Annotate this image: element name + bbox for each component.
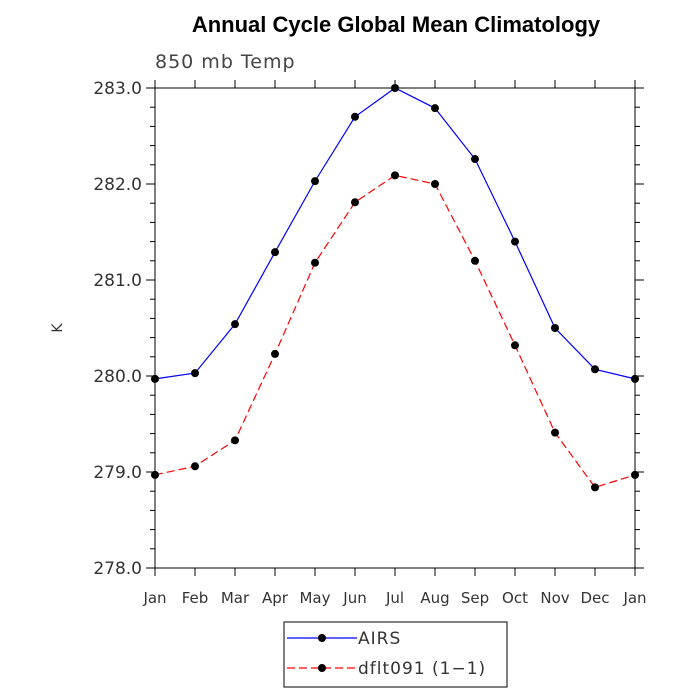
data-point [511,341,519,350]
data-point [191,462,199,471]
data-point [191,369,199,378]
x-tick-label: Jul [385,589,404,607]
x-tick-label: Feb [182,589,209,607]
y-tick-label: 278.0 [93,559,142,579]
y-tick-label: 282.0 [93,175,142,195]
y-tick-label: 283.0 [93,79,142,99]
y-tick-label: 281.0 [93,271,142,291]
data-point [231,320,239,329]
x-tick-label: Jan [622,589,646,607]
data-point [231,436,239,445]
axis-ticks [146,80,644,576]
x-tick-label: Dec [580,589,609,607]
data-point [471,256,479,265]
plot-frame [154,87,636,569]
data-point [351,112,359,121]
data-point [271,248,279,257]
x-tick-label: Oct [502,589,528,607]
data-point [431,180,439,188]
data-point [391,171,399,180]
legend-label: AIRS [358,629,401,649]
x-tick-label: Mar [221,589,250,607]
data-point [311,177,319,186]
legend-label: dflt091 (1−1) [358,659,486,679]
x-tick-label: Nov [540,589,569,607]
chart-subtitle: 850 mb Temp [155,51,296,73]
data-point [591,483,599,492]
data-point [631,374,639,383]
data-point [631,470,639,479]
data-point [471,155,479,164]
data-point [431,104,439,113]
series-line-1 [154,174,636,489]
legend-box [283,621,508,688]
y-tick-labels: 278.0 279.0 280.0 281.0 282.0 283.0 [93,79,142,579]
x-tick-labels: Jan Feb Mar Apr May Jun Jul Aug Sep Oct Nov Dec Jan [142,589,646,607]
data-point [351,198,359,207]
data-point [551,428,559,437]
x-tick-label: May [299,589,330,607]
legend: AIRS dflt091 (1−1) [283,621,508,688]
x-tick-label: Aug [420,589,449,607]
legend-marker [318,634,326,642]
series-line-0 [154,87,636,380]
chart-title: Annual Cycle Global Mean Climatology [192,12,601,37]
data-point [551,324,559,332]
x-tick-label: Sep [461,589,489,607]
data-point [271,349,279,358]
data-point [591,365,599,374]
y-tick-label: 279.0 [93,463,142,483]
data-point [151,374,159,383]
y-tick-label: 280.0 [93,367,142,387]
series-layer [151,84,639,492]
y-axis-label: K [50,323,66,333]
data-point [391,84,399,92]
data-point [151,470,159,479]
x-tick-label: Jan [142,589,166,607]
legend-marker [318,664,326,672]
data-point [511,237,519,246]
x-tick-label: Apr [262,589,289,607]
x-tick-label: Jun [342,589,366,607]
data-point [311,258,319,267]
